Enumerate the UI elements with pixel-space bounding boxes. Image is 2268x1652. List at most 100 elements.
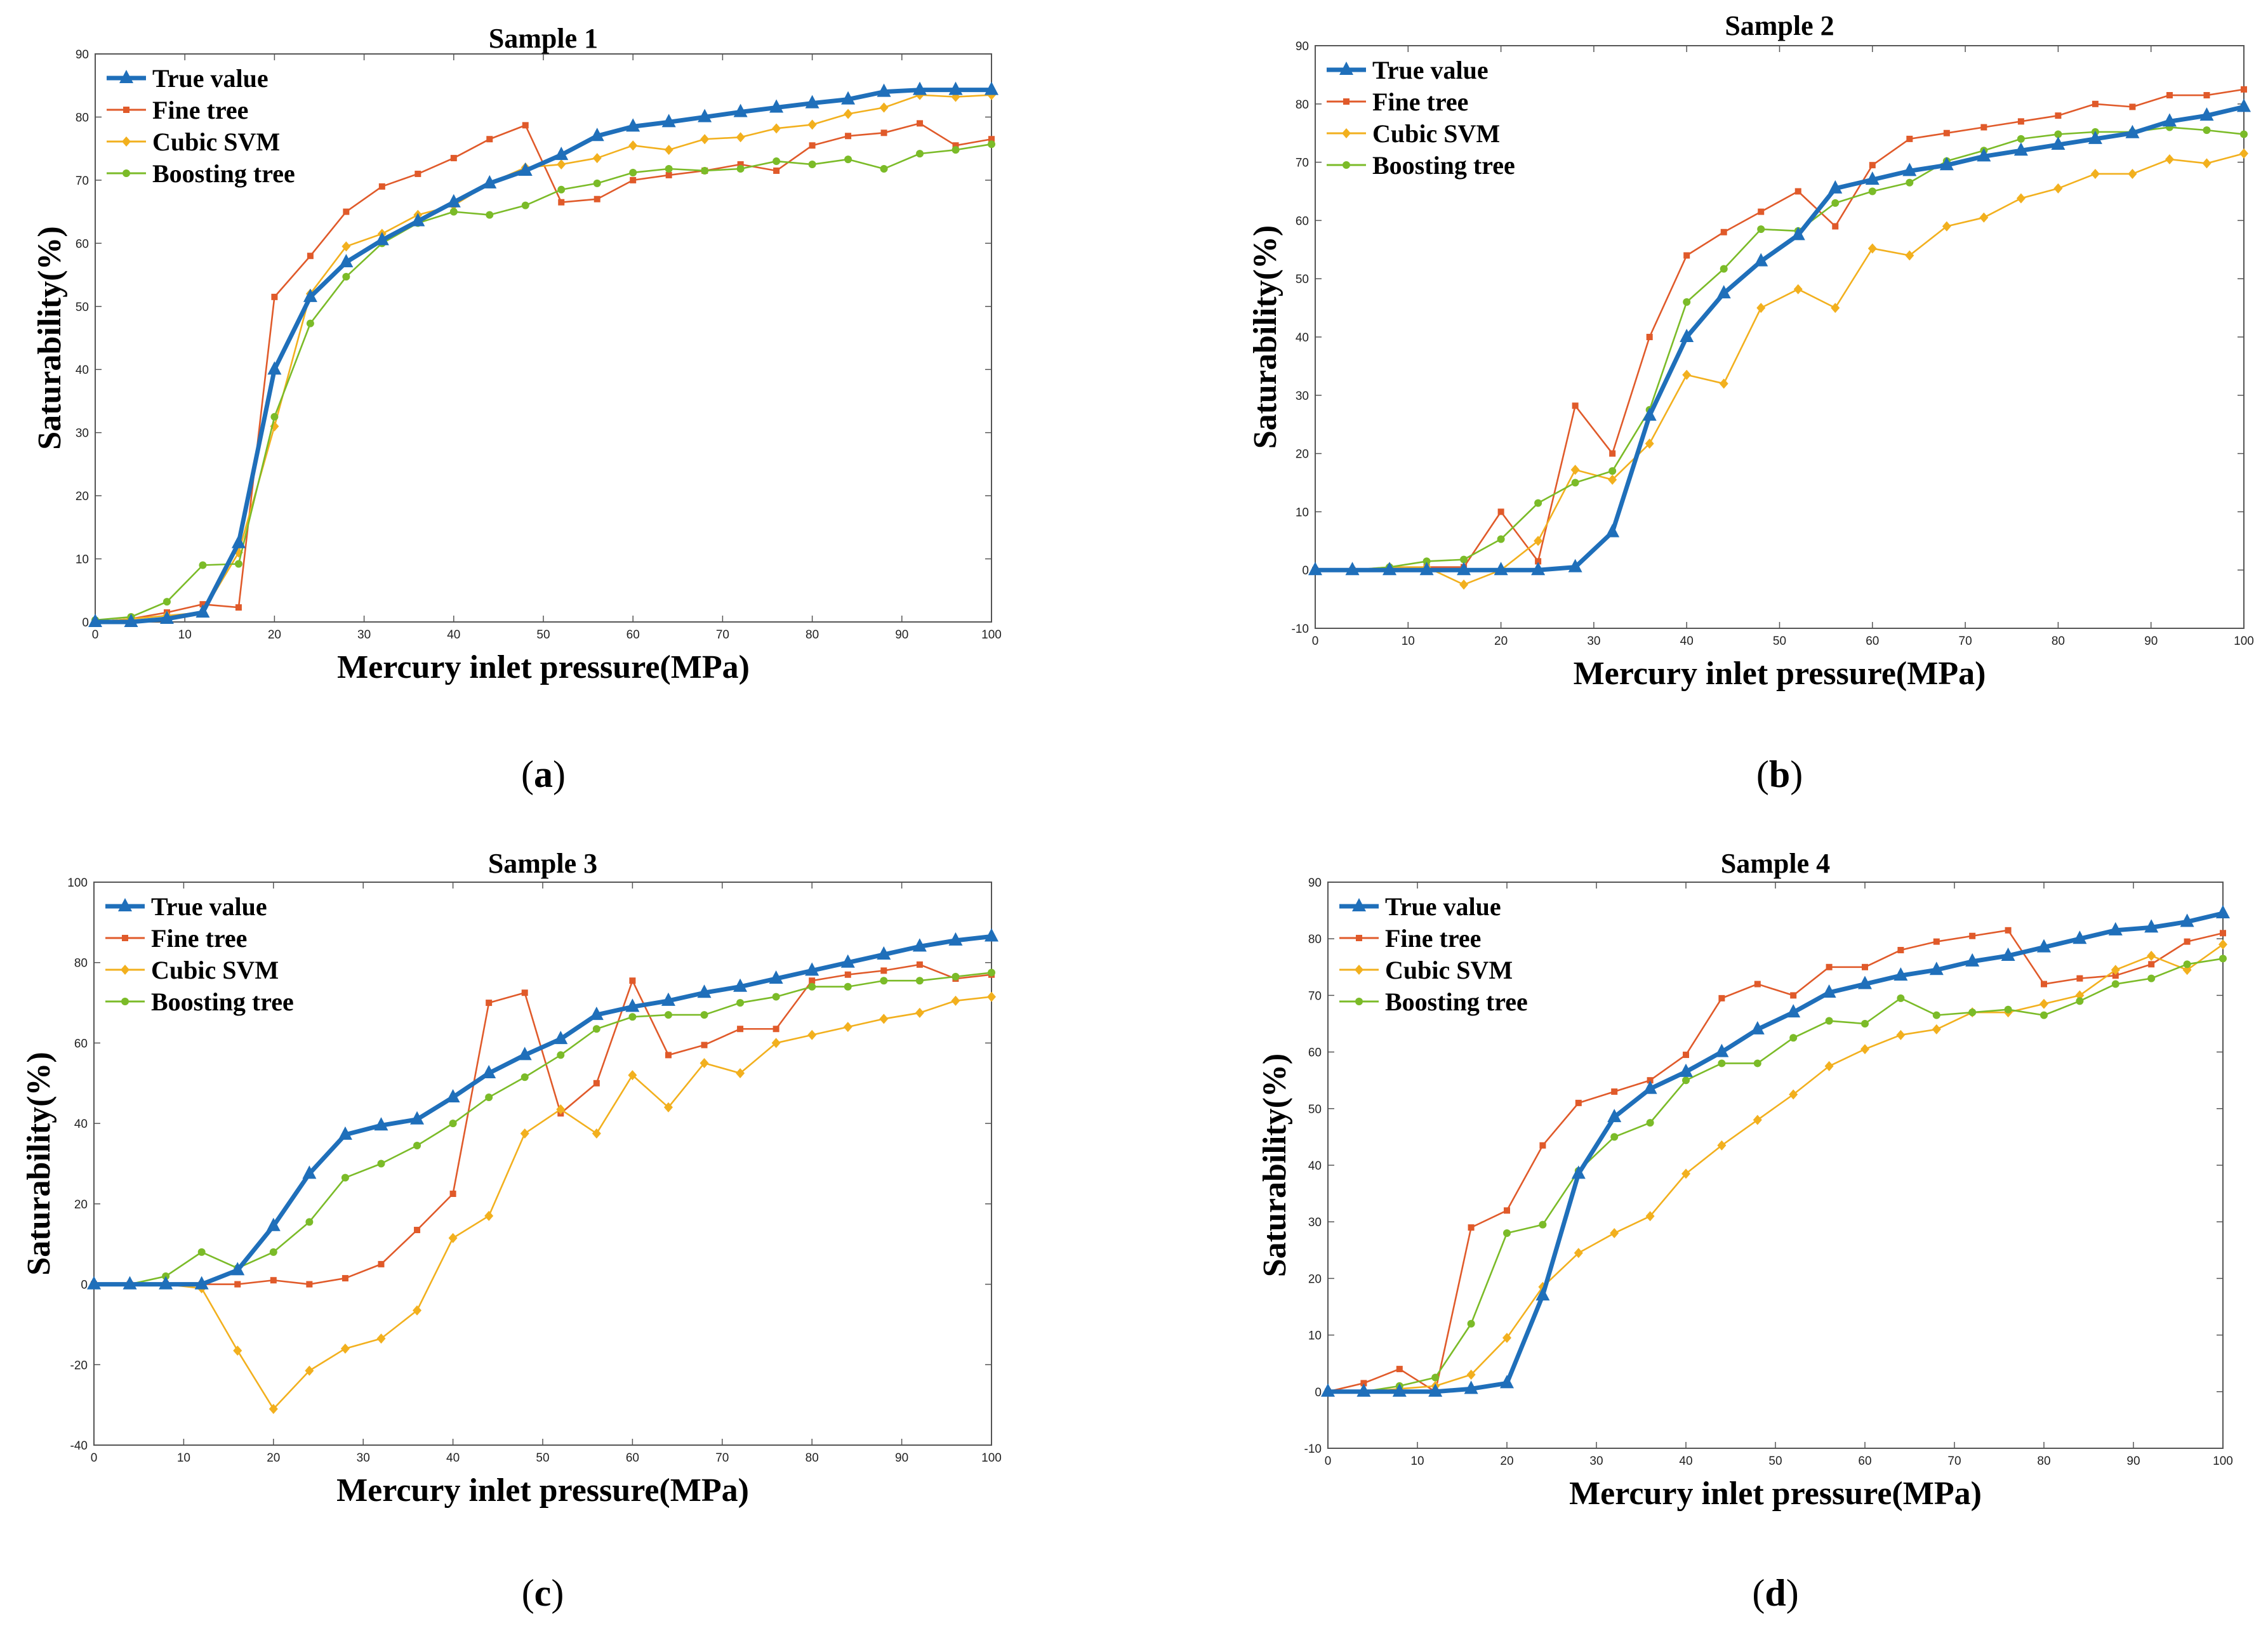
legend-label-fine-tree: Fine tree xyxy=(1385,924,1481,953)
point-true-value xyxy=(1902,162,1917,176)
point-cubic-svm xyxy=(1608,474,1617,485)
point-true-value xyxy=(1356,1383,1371,1397)
point-true-value xyxy=(1643,1080,1657,1094)
point-true-value xyxy=(482,1064,496,1078)
point-fine-tree xyxy=(2076,975,2083,982)
legend: True value Fine tree Cubic SVM Boosting tre… xyxy=(107,64,295,188)
x-axis-label: Mercury inlet pressure(MPa) xyxy=(1569,1476,1982,1512)
x-tick-label: 0 xyxy=(91,1451,98,1465)
point-cubic-svm xyxy=(1860,1044,1869,1055)
point-fine-tree xyxy=(1611,1088,1618,1095)
series-line-boosting-tree xyxy=(95,143,992,621)
point-fine-tree xyxy=(414,1227,421,1234)
point-fine-tree xyxy=(773,167,780,174)
point-fine-tree xyxy=(306,1281,313,1288)
point-cubic-svm xyxy=(592,1128,601,1139)
point-fine-tree xyxy=(629,977,636,984)
point-fine-tree xyxy=(2203,92,2210,99)
point-boosting-tree xyxy=(521,1073,529,1081)
panel-label: (b) xyxy=(1756,753,1803,795)
point-cubic-svm xyxy=(1459,579,1469,590)
point-true-value xyxy=(411,213,425,227)
point-true-value xyxy=(1858,975,1872,989)
point-fine-tree xyxy=(378,1260,385,1267)
legend-label-fine-tree: Fine tree xyxy=(1372,88,1468,116)
legend-label-cubic-svm: Cubic SVM xyxy=(1385,956,1513,984)
point-boosting-tree xyxy=(1720,265,1728,273)
y-tick-label: 10 xyxy=(76,553,89,567)
point-cubic-svm xyxy=(342,241,351,252)
point-cubic-svm xyxy=(1681,1168,1690,1179)
series-true-value xyxy=(88,81,998,627)
point-cubic-svm xyxy=(664,145,673,155)
y-tick-label: 40 xyxy=(1308,1160,1322,1173)
y-tick-label: 50 xyxy=(1296,273,1309,286)
point-true-value xyxy=(2088,130,2102,144)
panel-label: (a) xyxy=(521,753,566,795)
x-tick-label: 30 xyxy=(1587,635,1600,648)
legend: True value Fine tree Cubic SVM Boosting tre… xyxy=(1327,56,1515,180)
point-true-value xyxy=(303,288,317,302)
point-cubic-svm xyxy=(628,1070,637,1081)
point-fine-tree xyxy=(342,1275,348,1282)
point-fine-tree xyxy=(1360,1380,1367,1387)
point-fine-tree xyxy=(2241,86,2247,93)
point-boosting-tree xyxy=(557,1051,565,1059)
y-tick-label: 50 xyxy=(1308,1103,1322,1116)
point-cubic-svm xyxy=(1789,1089,1798,1100)
point-true-value xyxy=(698,109,712,122)
point-true-value xyxy=(1494,562,1508,576)
point-boosting-tree xyxy=(808,161,816,169)
point-true-value xyxy=(661,992,675,1006)
point-true-value xyxy=(733,103,748,117)
y-tick-label: 90 xyxy=(1308,876,1322,890)
legend: True value Fine tree Cubic SVM Boosting tre… xyxy=(1339,892,1528,1016)
point-fine-tree xyxy=(988,136,995,143)
point-cubic-svm xyxy=(2202,158,2212,169)
legend-marker-boosting-tree xyxy=(123,169,130,177)
point-cubic-svm xyxy=(843,1022,852,1033)
point-boosting-tree xyxy=(341,1173,349,1182)
point-boosting-tree xyxy=(1682,1076,1690,1085)
point-boosting-tree xyxy=(736,164,745,173)
point-cubic-svm xyxy=(2218,939,2227,950)
point-true-value xyxy=(1680,329,1694,342)
point-boosting-tree xyxy=(234,560,242,568)
point-boosting-tree xyxy=(915,977,924,985)
point-fine-tree xyxy=(558,199,565,206)
point-cubic-svm xyxy=(1466,1370,1476,1380)
point-true-value xyxy=(841,91,856,105)
point-fine-tree xyxy=(1897,947,1904,954)
series-line-fine-tree xyxy=(1327,929,2224,1393)
point-fine-tree xyxy=(235,604,242,611)
x-tick-label: 50 xyxy=(536,1451,549,1465)
x-tick-label: 40 xyxy=(446,1451,460,1465)
point-cubic-svm xyxy=(844,109,853,119)
point-true-value xyxy=(1308,562,1322,576)
x-tick-label: 10 xyxy=(1402,635,1415,648)
series-line-fine-tree xyxy=(94,963,992,1285)
point-cubic-svm xyxy=(2182,965,2192,975)
point-fine-tree xyxy=(1539,1142,1546,1149)
y-tick-label: -10 xyxy=(1292,623,1309,636)
point-true-value xyxy=(231,534,246,548)
point-fine-tree xyxy=(1933,938,1940,945)
point-fine-tree xyxy=(1646,334,1653,340)
x-tick-label: 60 xyxy=(1866,635,1879,648)
point-boosting-tree xyxy=(916,150,924,158)
point-true-value xyxy=(1929,961,1944,975)
point-fine-tree xyxy=(1683,1052,1689,1059)
legend-marker-cubic-svm xyxy=(122,136,131,147)
point-fine-tree xyxy=(1862,963,1868,970)
point-true-value xyxy=(88,614,102,627)
y-tick-label: 0 xyxy=(81,1279,88,1292)
point-boosting-tree xyxy=(2219,955,2227,963)
point-boosting-tree xyxy=(342,273,350,281)
point-cubic-svm xyxy=(1753,1114,1762,1125)
point-boosting-tree xyxy=(773,157,781,166)
point-fine-tree xyxy=(1720,228,1727,235)
series-true-value xyxy=(87,928,998,1290)
point-true-value xyxy=(1531,562,1546,576)
point-cubic-svm xyxy=(340,1343,350,1354)
point-boosting-tree xyxy=(1968,1008,1977,1017)
